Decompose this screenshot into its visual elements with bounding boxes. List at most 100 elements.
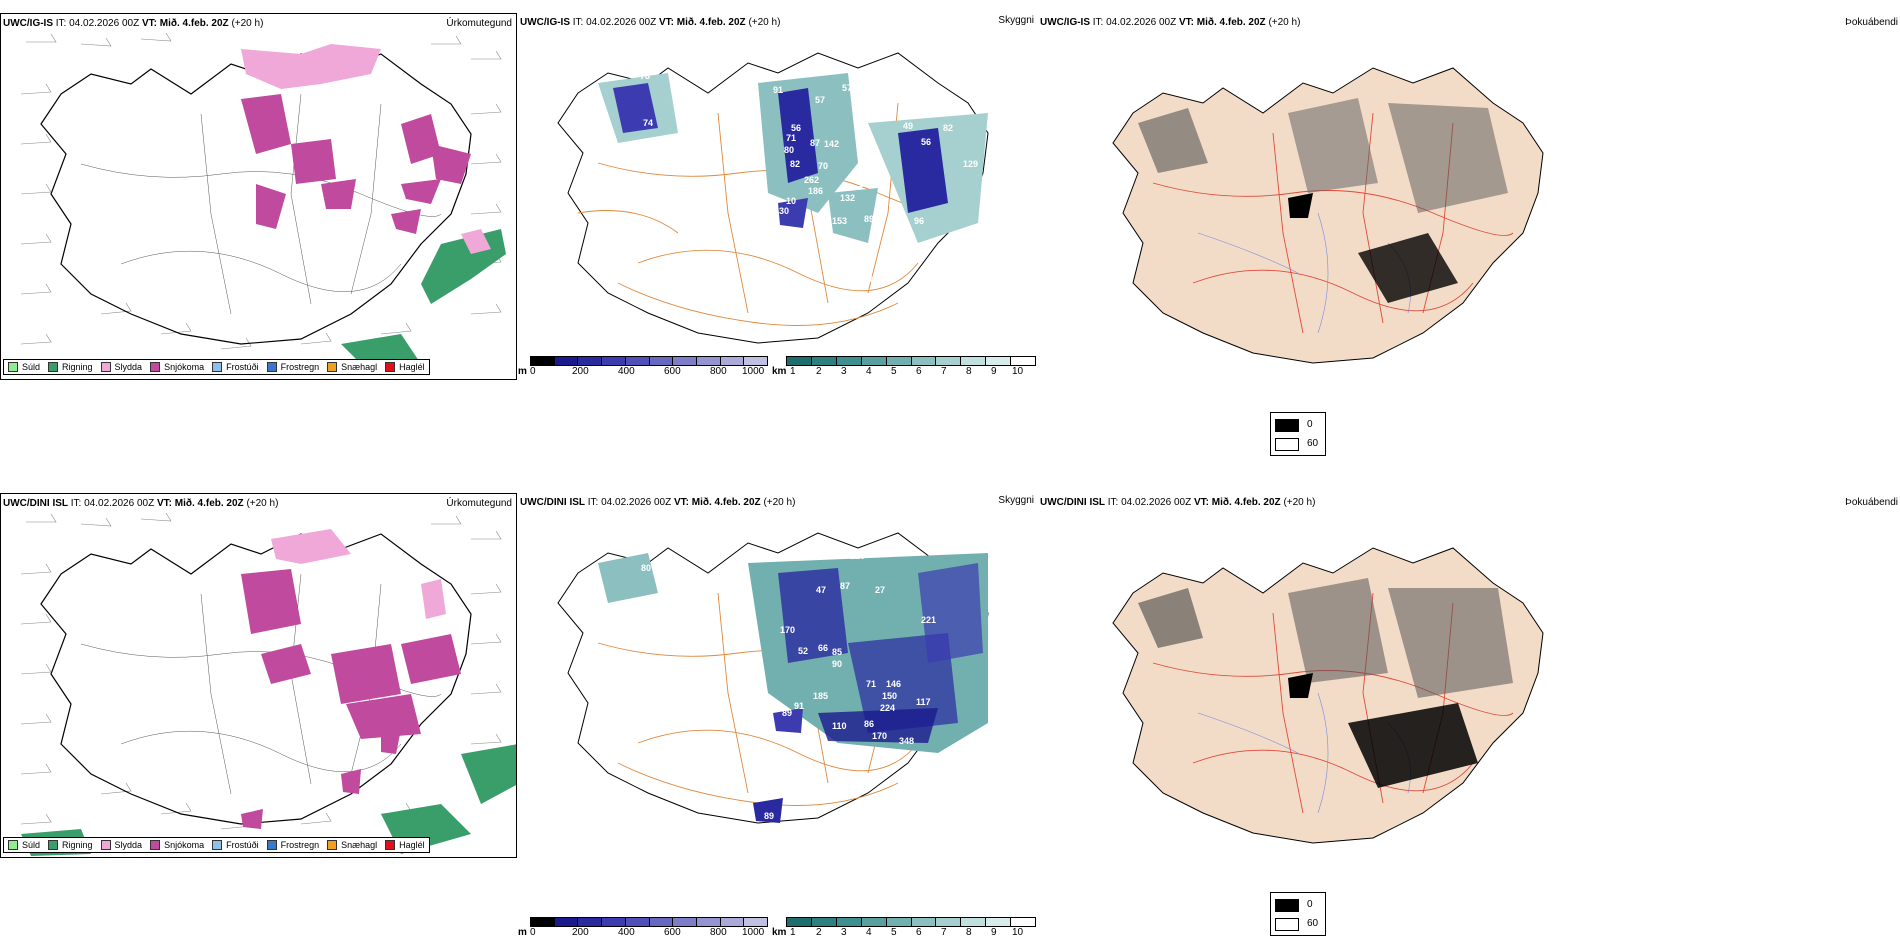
ceiling-colorbar-swatches: [530, 917, 768, 927]
legend-swatch: [385, 840, 396, 850]
visibility-tick: 1: [790, 927, 796, 938]
legend-swatch: [8, 840, 18, 850]
model-name: UWC/DINI ISL: [520, 497, 585, 508]
ceiling-unit: m: [518, 927, 527, 938]
fog-title: Þokuábendi: [1845, 17, 1898, 28]
precip-title: Úrkomutegund: [446, 18, 512, 29]
visibility-panel-bottom: UWC/DINI ISL IT: 04.02.2026 00Z VT: Mið.…: [518, 493, 1038, 858]
ceiling-label: 117: [916, 697, 931, 707]
visibility-title: Skyggni: [998, 15, 1034, 26]
ceiling-label: 185: [813, 691, 829, 701]
visibility-tick: 10: [1012, 927, 1024, 938]
precip-type-panel-top: UWC/IG-IS IT: 04.02.2026 00Z VT: Mið. 4.…: [0, 13, 517, 380]
ceiling-tick: 1000: [742, 366, 765, 377]
visibility-tick: 2: [816, 927, 822, 938]
ceiling-unit: m: [518, 366, 527, 377]
legend-item: Snæhagl: [327, 840, 377, 850]
visibility-tick: 6: [916, 927, 922, 938]
it-value: 04.02.2026 00Z: [69, 18, 140, 29]
legend-label: Frostregn: [280, 840, 320, 850]
vt-label: VT:: [658, 17, 674, 28]
visibility-colorbar-top: km 1 2 3 4 5 6 7 8 9 10: [772, 356, 1036, 378]
ceiling-label: 82: [943, 123, 954, 133]
vt-label: VT:: [1193, 497, 1209, 508]
panel-header: UWC/IG-IS IT: 04.02.2026 00Z VT: Mið. 4.…: [1040, 17, 1300, 28]
ceiling-tick: 200: [572, 927, 589, 938]
it-label: IT:: [572, 17, 584, 28]
ceiling-label: 27: [875, 585, 886, 595]
visibility-tick: 2: [816, 366, 822, 377]
fog-legend-bottom: 0 60: [1270, 892, 1326, 936]
ceiling-tick: 600: [664, 366, 681, 377]
ceiling-label: 150: [882, 691, 898, 701]
fog-swatch: [1275, 419, 1299, 432]
ceiling-label: 142: [824, 139, 840, 149]
fog-label: 0: [1307, 899, 1313, 910]
visibility-map: [557, 532, 989, 824]
legend-label: Snjókoma: [164, 362, 205, 372]
visibility-tick: 6: [916, 366, 922, 377]
lead-time: (+20 h): [246, 498, 279, 509]
ceiling-tick: 1000: [742, 927, 765, 938]
legend-item: Frostregn: [266, 362, 319, 372]
visibility-tick: 4: [866, 927, 872, 938]
legend-item: Haglél: [385, 840, 425, 850]
model-name: UWC/DINI ISL: [3, 498, 68, 509]
legend-label: Snæhagl: [341, 362, 378, 372]
low-visibility-areas: [598, 553, 988, 823]
it-value: 04.02.2026 00Z: [1106, 17, 1177, 28]
ceiling-label: 71: [866, 679, 877, 689]
ceiling-label: 221: [921, 615, 937, 625]
ceiling-label: 89: [864, 214, 875, 224]
visibility-colorbar-bottom: km 1 2 3 4 5 6 7 8 9 10: [772, 917, 1036, 939]
legend-label: Súld: [22, 362, 41, 372]
visibility-colorbar-swatches: [786, 356, 1036, 366]
legend-swatch: [212, 840, 223, 850]
ceiling-label: 66: [818, 643, 829, 653]
legend-item: Snjókoma: [150, 840, 204, 850]
visibility-tick: 5: [891, 366, 897, 377]
ceiling-colorbar-top: m 0 200 400 600 800 1000: [518, 356, 768, 378]
ceiling-label: 132: [840, 193, 856, 203]
lead-time: (+20 h): [231, 18, 264, 29]
ceiling-tick: 800: [710, 366, 727, 377]
lead-time: (+20 h): [1283, 497, 1316, 508]
vt-value: Mið. 4.feb. 20Z: [159, 18, 229, 29]
it-value: 04.02.2026 00Z: [586, 17, 657, 28]
fog-map: [1112, 67, 1544, 364]
legend-swatch: [150, 840, 161, 850]
ceiling-label: 110: [832, 721, 847, 731]
iceland-outline: [40, 53, 472, 345]
legend-swatch: [212, 362, 223, 372]
ceiling-label: 10: [786, 196, 797, 206]
legend-label: Slydda: [114, 840, 143, 850]
legend-item: Slydda: [100, 362, 142, 372]
ceiling-label: 80: [784, 145, 795, 155]
precip-map: [20, 32, 506, 374]
precip-map: [20, 512, 516, 856]
ceiling-label: 70: [818, 161, 829, 171]
ceiling-tick: 800: [710, 927, 727, 938]
ceiling-label: 224: [880, 703, 896, 713]
visibility-unit: km: [772, 927, 787, 938]
fog-panel-top: UWC/IG-IS IT: 04.02.2026 00Z VT: Mið. 4.…: [1038, 13, 1900, 380]
panel-header: UWC/IG-IS IT: 04.02.2026 00Z VT: Mið. 4.…: [520, 17, 780, 28]
precip-areas: [241, 44, 506, 374]
ceiling-tick: 400: [618, 366, 635, 377]
legend-label: Frostúði: [226, 840, 259, 850]
legend-swatch: [266, 840, 277, 850]
visibility-unit: km: [772, 366, 787, 377]
visibility-panel-top: UWC/IG-IS IT: 04.02.2026 00Z VT: Mið. 4.…: [518, 13, 1038, 380]
legend-item: Snjókoma: [150, 362, 204, 372]
legend-label: Haglél: [399, 840, 425, 850]
vt-label: VT:: [156, 498, 172, 509]
visibility-colorbar-swatches: [786, 917, 1036, 927]
fog-panel-bottom: UWC/DINI ISL IT: 04.02.2026 00Z VT: Mið.…: [1038, 493, 1900, 858]
ceiling-label: 220: [850, 551, 866, 561]
legend-item: Frostúði: [212, 362, 259, 372]
vt-value: Mið. 4.feb. 20Z: [174, 498, 244, 509]
vt-label: VT:: [673, 497, 689, 508]
ceiling-label: 49: [903, 121, 914, 131]
legend-label: Snjókoma: [164, 840, 205, 850]
vt-label: VT:: [1178, 17, 1194, 28]
